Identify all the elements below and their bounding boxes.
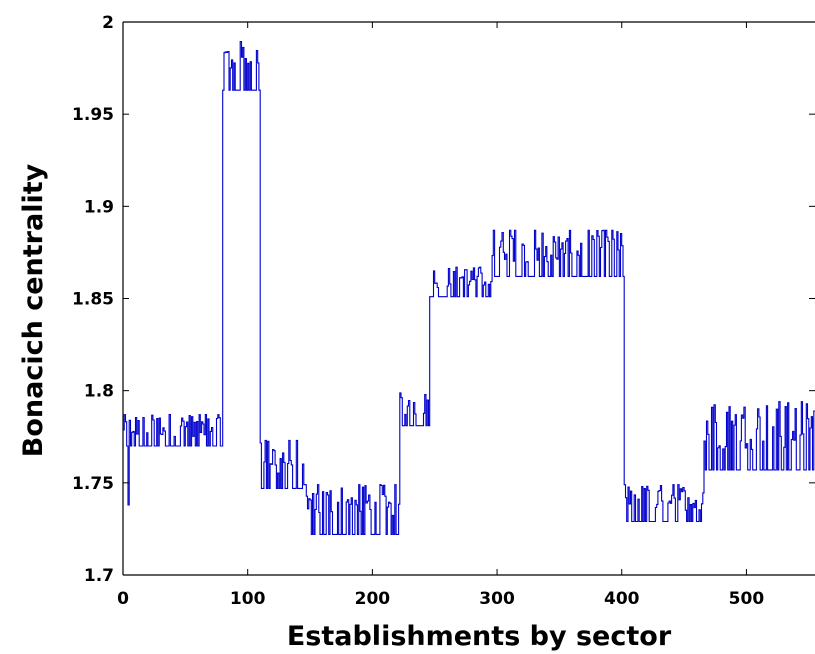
y-tick-label: 1.95	[72, 105, 114, 125]
tick-group: 0 100 200 300 400 500 1.7 1.75 1.8 1.85 1.9 1.95 2	[72, 13, 815, 609]
y-tick-label: 1.75	[72, 474, 114, 494]
x-axis-label: Establishments by sector	[287, 621, 672, 652]
y-tick-label: 1.9	[84, 197, 114, 217]
x-tick-label: 100	[230, 589, 266, 609]
x-tick-label: 200	[355, 589, 391, 609]
y-tick-label: 1.8	[84, 382, 114, 402]
x-tick-label: 400	[604, 589, 640, 609]
series-line	[123, 40, 815, 535]
y-tick-label: 2	[102, 13, 114, 33]
series-line-group	[123, 40, 815, 535]
x-tick-label: 300	[479, 589, 515, 609]
y-tick-label: 1.85	[72, 290, 114, 310]
y-tick-label: 1.7	[84, 566, 114, 586]
x-tick-label: 500	[729, 589, 765, 609]
x-tick-label: 0	[117, 589, 129, 609]
y-axis-label: Bonacich centrality	[18, 163, 49, 457]
axes	[122, 21, 815, 576]
